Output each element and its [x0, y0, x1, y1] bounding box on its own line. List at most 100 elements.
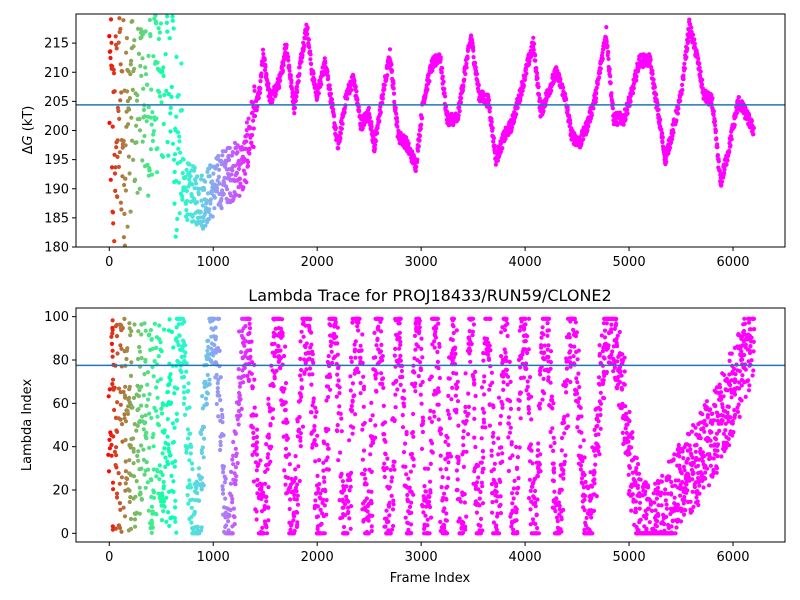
delta-g-point [241, 185, 246, 190]
lambda-point [350, 381, 355, 386]
lambda-point [212, 342, 217, 348]
lambda-point [444, 497, 449, 502]
lambda-point [236, 422, 241, 427]
lambda-point [113, 463, 118, 468]
lambda-point [341, 505, 346, 510]
lambda-point [431, 409, 436, 414]
lambda-point [288, 485, 293, 490]
lambda-point [137, 420, 142, 425]
lambda-point [514, 465, 520, 470]
lambda-point [310, 352, 315, 357]
delta-g-point [360, 126, 365, 131]
delta-g-point [243, 171, 248, 176]
lambda-point [434, 326, 439, 331]
lambda-point [412, 333, 418, 338]
delta-g-point [682, 66, 688, 71]
lambda-point [530, 517, 536, 522]
lambda-point [117, 523, 122, 528]
delta-g-point [686, 39, 691, 44]
lambda-point [134, 479, 139, 484]
delta-g-point [155, 146, 160, 151]
delta-g-point [717, 168, 722, 173]
lambda-point [369, 524, 374, 529]
lambda-point [397, 330, 402, 335]
lambda-point [496, 452, 501, 457]
lambda-point [250, 452, 255, 457]
top-panel: 0 1000 2000 3000 4000 5000 6000 18018519019520… [21, 13, 786, 270]
delta-g-point [148, 147, 153, 152]
lambda-point [161, 499, 167, 504]
lambda-point [286, 475, 291, 480]
lambda-point [460, 492, 465, 498]
lambda-point [400, 413, 405, 418]
delta-g-point [354, 89, 359, 94]
lambda-point [239, 406, 244, 411]
lambda-point [551, 470, 557, 475]
delta-g-point [212, 206, 217, 211]
lambda-point [257, 487, 262, 492]
lambda-point [159, 411, 165, 416]
lambda-point [373, 376, 378, 381]
lambda-point [499, 399, 504, 404]
delta-g-point [168, 129, 173, 134]
lambda-point [131, 461, 136, 466]
lambda-point [508, 379, 513, 384]
delta-g-point [524, 71, 529, 76]
lambda-point [311, 396, 316, 401]
delta-g-point [188, 174, 193, 179]
lambda-point [532, 476, 538, 481]
lambda-point [146, 333, 151, 338]
lambda-point [380, 358, 385, 363]
delta-g-point [170, 141, 176, 146]
lambda-point [142, 321, 147, 326]
delta-g-point [123, 143, 128, 148]
lambda-point [173, 505, 178, 510]
lambda-point [114, 428, 119, 433]
delta-g-point [367, 115, 372, 120]
lambda-point [545, 333, 550, 338]
lambda-point [273, 316, 278, 321]
lambda-point [408, 452, 413, 457]
delta-g-point [413, 168, 418, 174]
lambda-point [180, 361, 186, 366]
lambda-point [446, 442, 451, 447]
lambda-point [298, 398, 303, 403]
lambda-point [231, 462, 236, 467]
lambda-point [356, 370, 361, 375]
lambda-point [420, 355, 425, 360]
lambda-point [538, 469, 543, 474]
delta-g-point [278, 78, 283, 83]
lambda-point [374, 371, 379, 376]
lambda-point [358, 391, 363, 396]
lambda-point [240, 328, 245, 334]
lambda-point [200, 394, 205, 399]
lambda-point [128, 443, 133, 448]
delta-g-point [302, 36, 307, 41]
lambda-point [185, 427, 190, 432]
delta-g-point [169, 94, 174, 99]
lambda-point [446, 393, 451, 398]
delta-g-point [305, 26, 310, 31]
lambda-point [528, 507, 533, 512]
lambda-point [223, 524, 228, 530]
lambda-point [493, 481, 499, 486]
lambda-point [421, 510, 426, 515]
delta-g-point [128, 72, 133, 77]
lambda-point [218, 443, 223, 448]
lambda-point [379, 342, 384, 347]
lambda-point [155, 414, 160, 419]
lambda-point [143, 328, 148, 333]
lambda-point [166, 510, 171, 515]
delta-g-point [122, 211, 127, 216]
delta-g-point [430, 68, 435, 73]
lambda-point [498, 494, 503, 499]
lambda-point [456, 423, 461, 428]
lambda-point [474, 510, 479, 515]
delta-g-point [171, 26, 176, 31]
lambda-point [398, 339, 403, 344]
lambda-point [164, 495, 169, 500]
lambda-point [220, 412, 225, 417]
delta-g-point [352, 78, 357, 84]
delta-g-point [212, 195, 217, 200]
lambda-point [537, 401, 543, 406]
